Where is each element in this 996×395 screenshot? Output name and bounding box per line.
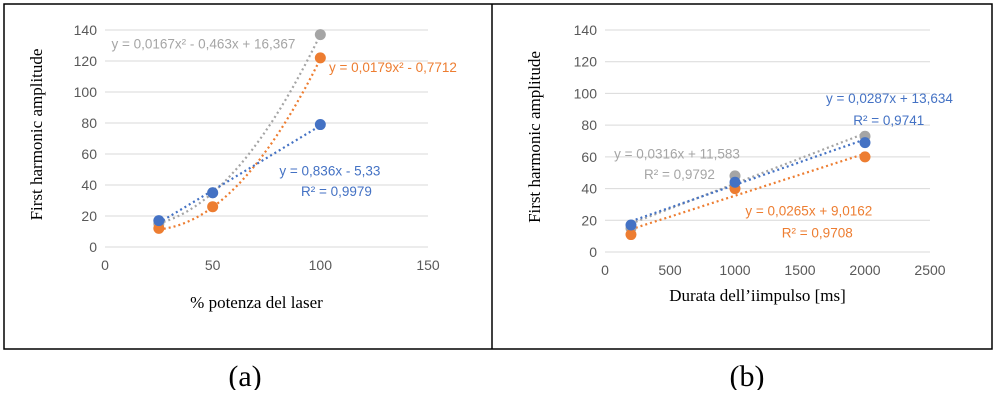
trendline-equation: y = 0,0265x + 9,0162 xyxy=(745,204,872,219)
data-point-orange xyxy=(314,52,326,64)
trendline-orange xyxy=(158,58,322,231)
x-tick-label: 50 xyxy=(205,257,221,273)
y-axis-label: First harmonic amplitude xyxy=(27,49,46,221)
y-tick-label: 20 xyxy=(81,208,97,224)
x-tick-label: 150 xyxy=(416,257,440,273)
y-tick-label: 0 xyxy=(589,244,597,260)
trendline-equation: R² = 0,9708 xyxy=(782,226,853,241)
trendline-equation: R² = 0,9979 xyxy=(301,184,372,199)
y-tick-label: 120 xyxy=(74,53,98,69)
data-point-orange xyxy=(859,151,871,163)
x-tick-label: 1000 xyxy=(719,262,750,278)
y-tick-label: 40 xyxy=(81,177,97,193)
y-tick-label: 20 xyxy=(581,212,597,228)
data-point-gray xyxy=(314,29,326,41)
y-tick-label: 80 xyxy=(581,117,597,133)
trendline-equation: y = 0,836x - 5,33 xyxy=(279,164,380,179)
data-point-blue xyxy=(729,176,741,188)
trendline-equation: y = 0,0167x² - 0,463x + 16,367 xyxy=(111,37,295,52)
data-point-orange xyxy=(207,201,219,213)
trendline-equation: R² = 0,9792 xyxy=(644,167,715,182)
trendline-equation: y = 0,0287x + 13,634 xyxy=(826,91,953,106)
y-tick-label: 120 xyxy=(574,54,598,70)
data-point-orange xyxy=(625,229,637,241)
panel-caption: (a) xyxy=(228,360,261,390)
x-tick-label: 100 xyxy=(309,257,333,273)
trendline-orange xyxy=(630,152,866,231)
y-tick-label: 60 xyxy=(81,146,97,162)
data-point-blue xyxy=(314,119,326,131)
trendline-equation: y = 0,0316x + 11,583 xyxy=(614,146,740,161)
y-tick-label: 40 xyxy=(581,181,597,197)
trendline-gray xyxy=(158,34,322,225)
data-point-blue xyxy=(153,215,165,227)
y-axis-label: First harmonic amplitude xyxy=(525,51,544,223)
y-tick-label: 60 xyxy=(581,149,597,165)
x-tick-label: 500 xyxy=(658,262,682,278)
y-tick-label: 100 xyxy=(74,84,98,100)
y-tick-label: 140 xyxy=(74,22,98,38)
x-tick-label: 1500 xyxy=(784,262,815,278)
trendline-equation: y = 0,0179x² - 0,7712 xyxy=(329,60,457,75)
trendline-blue xyxy=(630,138,866,223)
y-tick-label: 140 xyxy=(574,22,598,38)
y-tick-label: 80 xyxy=(81,115,97,131)
panel-caption: (b) xyxy=(730,360,765,390)
chart-a: 0 20 40 60 80 100 120 140 0 50 100 150 % potenza del… xyxy=(27,22,457,393)
x-tick-label: 0 xyxy=(101,257,109,273)
trendline-blue xyxy=(158,124,321,224)
trendline-equation: R² = 0,9741 xyxy=(853,113,924,128)
x-axis-label: % potenza del laser xyxy=(190,293,323,312)
data-point-blue xyxy=(859,137,871,149)
x-tick-label: 0 xyxy=(601,262,609,278)
x-axis-label: Durata dell’iimpulso [ms] xyxy=(669,286,846,305)
data-point-blue xyxy=(625,219,637,231)
data-point-blue xyxy=(207,187,219,199)
x-tick-label: 2500 xyxy=(914,262,945,278)
data-point-orange xyxy=(153,222,165,234)
y-tick-label: 100 xyxy=(574,85,598,101)
y-tick-label: 0 xyxy=(89,239,97,255)
x-tick-label: 2000 xyxy=(849,262,880,278)
chart-b: 0 20 40 60 80 100 120 140 0 500 1000 1500 2000 2500 Du… xyxy=(525,22,953,393)
